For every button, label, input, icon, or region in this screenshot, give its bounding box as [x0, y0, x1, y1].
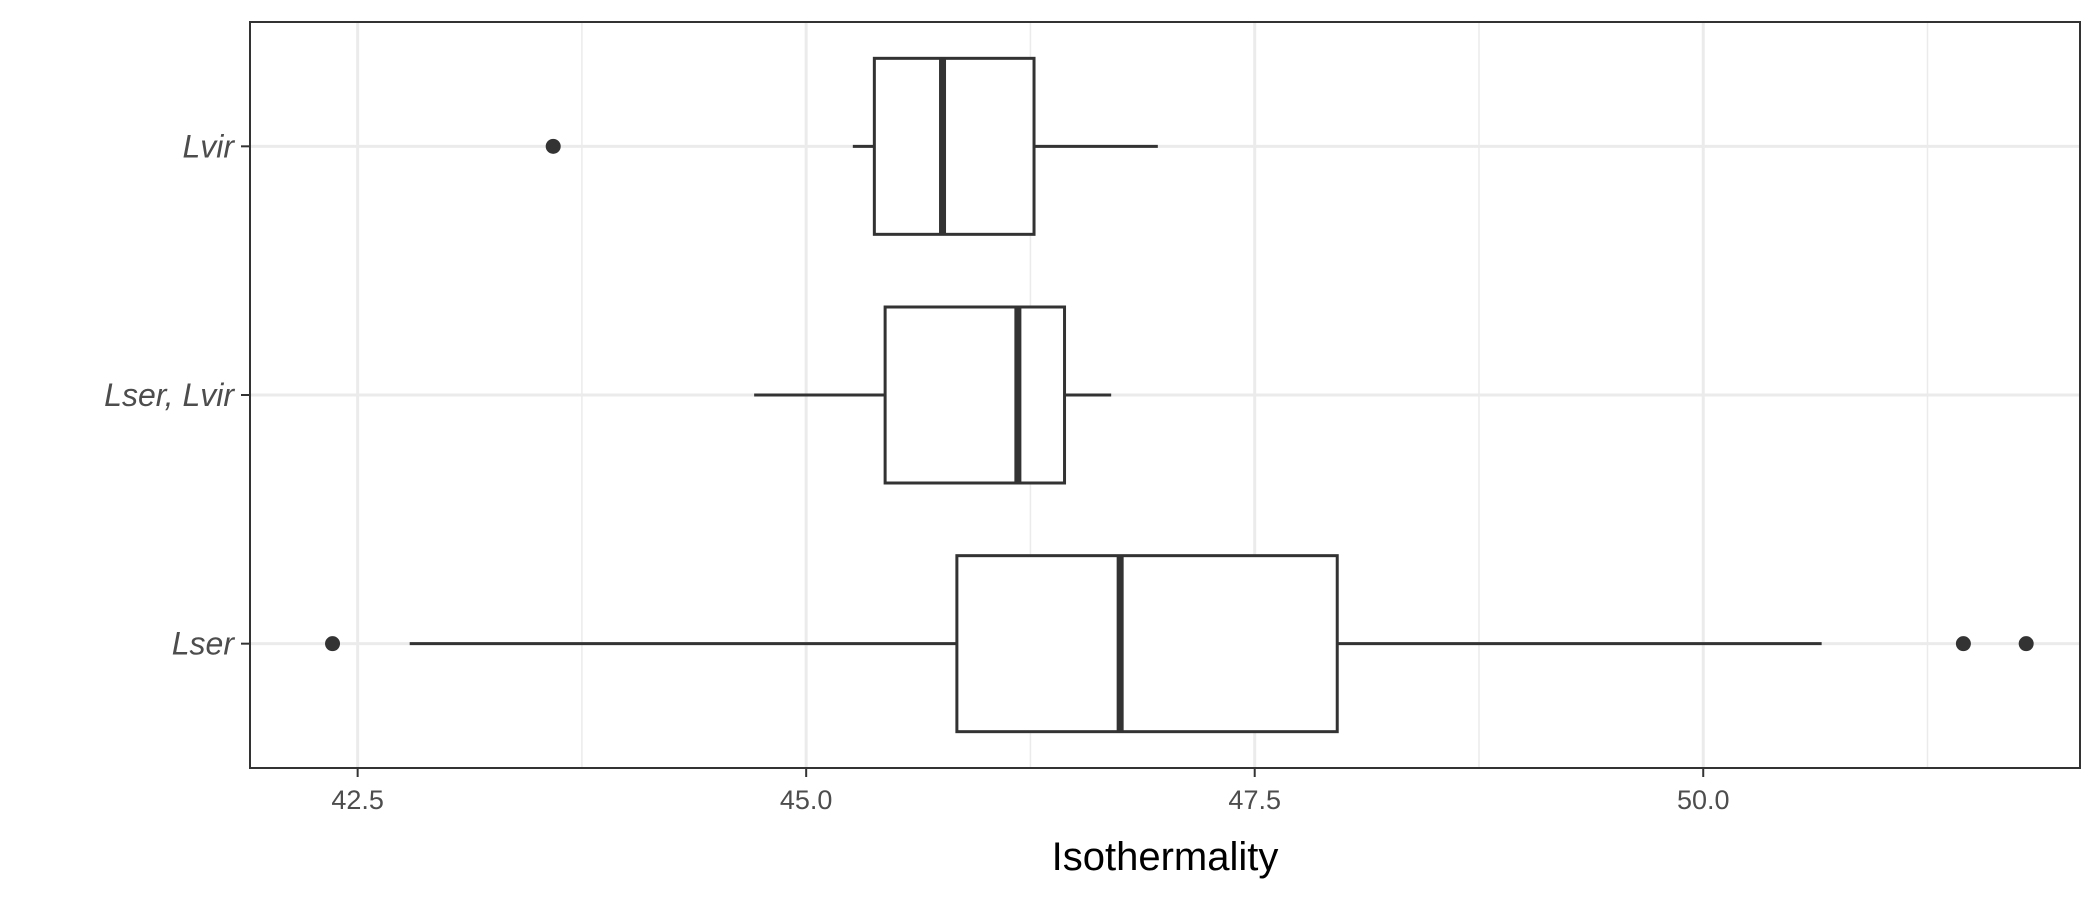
boxes [325, 56, 2034, 734]
iqr-box [872, 56, 1036, 236]
x-tick-label: 45.0 [780, 785, 833, 815]
box-group [545, 56, 1158, 236]
y-category-label: Lvir [182, 128, 235, 164]
outlier-point [325, 636, 341, 652]
x-tick-label: 50.0 [1677, 785, 1730, 815]
x-axis-title: Isothermality [1052, 835, 1279, 879]
iqr-box [883, 305, 1067, 485]
x-tick-label: 42.5 [331, 785, 384, 815]
y-category-label: Lser [172, 626, 236, 662]
outlier-point [545, 138, 561, 154]
outlier-point [2018, 636, 2034, 652]
y-category-label: Lser, Lvir [104, 377, 235, 413]
axes: 42.5 45.0 47.5 50.0 Lvir Lser, Lvir Lser [104, 128, 1729, 815]
box-group [325, 554, 2034, 734]
iqr-box [955, 554, 1339, 734]
x-tick-label: 47.5 [1228, 785, 1281, 815]
outlier-point [1955, 636, 1971, 652]
box-group [754, 305, 1112, 485]
